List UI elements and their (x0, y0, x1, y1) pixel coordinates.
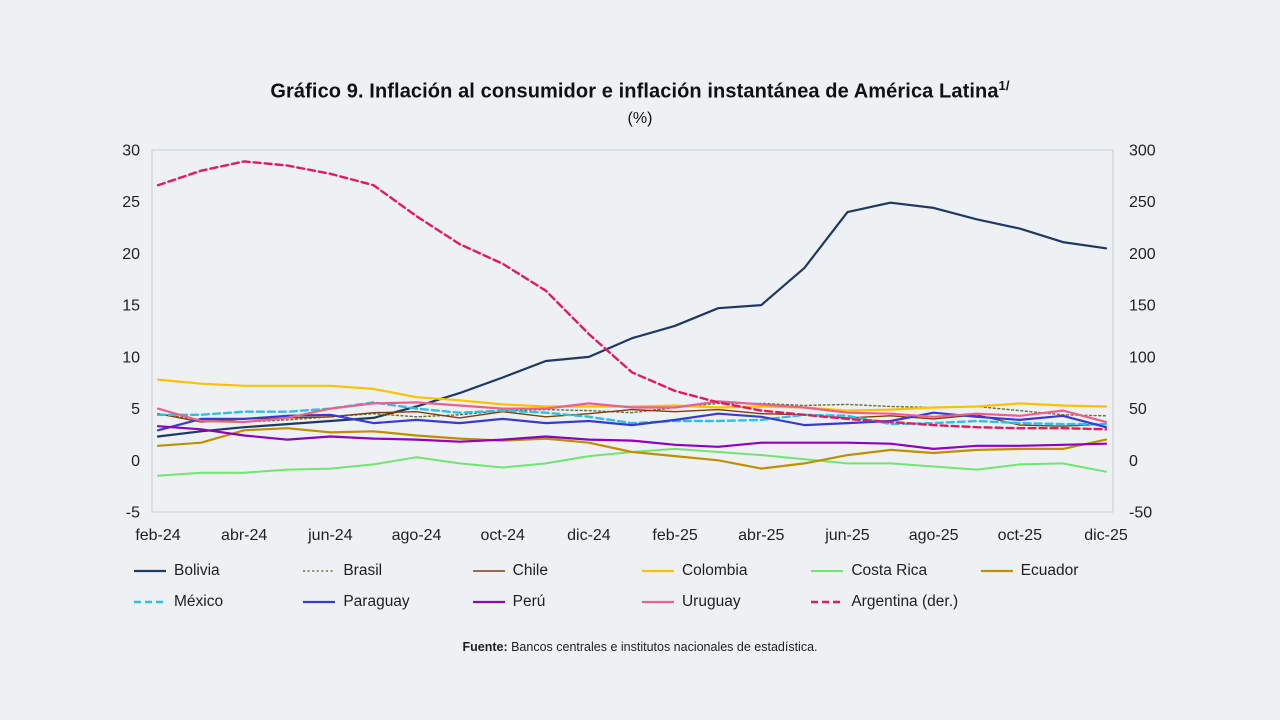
legend-swatch-brasil (303, 570, 336, 572)
legend-swatch-uruguay (641, 600, 674, 604)
x-axis-tick: abr-25 (738, 527, 784, 544)
x-axis-tick: dic-24 (567, 527, 611, 544)
x-axis-tick: feb-25 (652, 527, 697, 544)
series-line-paraguay (156, 411, 1108, 432)
x-axis-tick: dic-25 (1084, 527, 1128, 544)
legend: Bolivia Brasil Chile Colombia Costa Rica Ecua… (133, 560, 1149, 613)
chart-title-text: Gráfico 9. Inflación al consumidor e inf… (270, 80, 999, 103)
chart-title-footnote-marker: 1/ (998, 78, 1010, 93)
chart-header: Gráfico 9. Inflación al consumidor e inf… (0, 78, 1280, 128)
x-axis-tick: jun-24 (307, 527, 353, 544)
chart-subtitle: (%) (627, 109, 653, 127)
y-axis-tick-right: 250 (1129, 194, 1156, 211)
y-axis-tick-left: 30 (122, 143, 140, 160)
legend-label-chile: Chile (512, 562, 548, 579)
legend-label-uruguay: Uruguay (681, 593, 741, 610)
legend-item-colombia: Colombia (641, 560, 810, 582)
series-line-bolivia (156, 201, 1108, 438)
legend-label-bolivia: Bolivia (174, 562, 220, 579)
legend-item-paraguay: Paraguay (302, 591, 471, 613)
legend-item-mexico: México (133, 591, 302, 613)
legend-item-ecuador: Ecuador (980, 560, 1149, 582)
legend-swatch-chile (472, 570, 505, 572)
legend-label-argentina: Argentina (der.) (851, 593, 959, 610)
legend-item-peru: Perú (472, 591, 641, 613)
x-axis-tick: ago-25 (909, 527, 959, 544)
x-axis-tick: oct-24 (480, 527, 525, 544)
series-line-uruguay (156, 400, 1108, 424)
legend-swatch-peru (472, 600, 505, 604)
series-line-peru (156, 425, 1108, 450)
y-axis-tick-left: 10 (122, 349, 140, 366)
series-line-mexico (156, 401, 1108, 426)
y-axis-tick-right: 150 (1129, 298, 1156, 315)
series-line-ecuador (156, 427, 1108, 470)
source-label: Fuente: (462, 640, 508, 654)
y-axis-tick-right: -50 (1129, 505, 1152, 522)
y-axis-tick-left: 25 (122, 194, 140, 211)
legend-label-colombia: Colombia (681, 562, 748, 579)
y-axis-tick-left: 20 (122, 246, 140, 263)
y-axis-tick-left: 15 (122, 298, 140, 315)
y-axis-tick-right: 100 (1129, 349, 1156, 366)
x-axis-tick: jun-25 (824, 527, 870, 544)
legend-label-peru: Perú (512, 593, 546, 610)
legend-item-argentina: Argentina (der.) (810, 591, 979, 613)
y-axis-tick-right: 200 (1129, 246, 1156, 263)
legend-label-paraguay: Paraguay (343, 593, 410, 610)
legend-swatch-bolivia (134, 569, 166, 573)
series-line-colombia (156, 378, 1108, 412)
series-line-argentina (156, 160, 1108, 431)
y-axis-tick-left: 0 (131, 453, 140, 470)
legend-swatch-ecuador (980, 569, 1013, 573)
plot-area-border (151, 149, 1114, 513)
x-axis-tick: oct-25 (998, 527, 1043, 544)
legend-label-mexico: México (174, 593, 224, 610)
legend-label-ecuador: Ecuador (1020, 562, 1079, 579)
legend-item-uruguay: Uruguay (641, 591, 810, 613)
legend-swatch-argentina (811, 600, 844, 604)
legend-swatch-paraguay (303, 600, 336, 604)
source-text: Bancos centrales e institutos nacionales… (507, 640, 818, 654)
series-line-chile (157, 408, 1107, 427)
legend-swatch-mexico (134, 600, 166, 604)
y-axis-tick-right: 50 (1129, 401, 1147, 418)
x-axis-tick: abr-24 (221, 527, 267, 544)
legend-item-bolivia: Bolivia (133, 560, 302, 582)
x-axis-tick: ago-24 (392, 527, 442, 544)
legend-label-costa-rica: Costa Rica (851, 562, 928, 579)
y-axis-tick-left: 5 (131, 401, 140, 418)
legend-item-chile: Chile (472, 560, 641, 582)
legend-item-costa-rica: Costa Rica (810, 560, 979, 582)
legend-item-brasil: Brasil (302, 560, 471, 582)
legend-swatch-colombia (641, 569, 674, 573)
source-note: Fuente: Bancos centrales e institutos na… (0, 640, 1280, 654)
legend-label-brasil: Brasil (343, 562, 383, 579)
y-axis-tick-left: -5 (126, 505, 140, 522)
y-axis-tick-right: 0 (1129, 453, 1138, 470)
legend-swatch-costa-rica (811, 570, 844, 572)
y-axis-tick-right: 300 (1129, 143, 1156, 160)
x-axis-tick: feb-24 (135, 527, 180, 544)
chart-title: Gráfico 9. Inflación al consumidor e inf… (0, 78, 1280, 104)
